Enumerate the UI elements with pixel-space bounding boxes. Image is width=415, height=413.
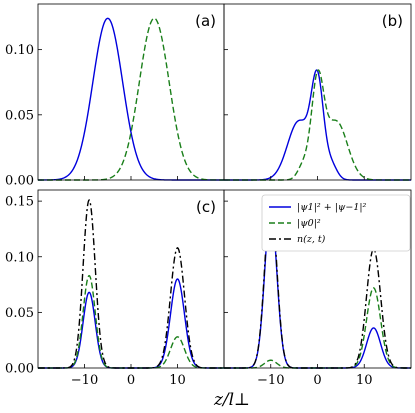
plot-frame [37, 189, 225, 369]
y-tick-label: 0.00 [5, 362, 34, 377]
legend-label-total: n(z, t) [297, 234, 326, 245]
x-axis-title: z/l⊥ [213, 390, 250, 410]
series-line-total [38, 198, 224, 369]
x-tick-label: 0 [313, 373, 321, 388]
x-tick-label: −10 [71, 373, 98, 388]
series-line-psi0 [224, 69, 411, 181]
plot-frame [223, 3, 412, 181]
y-tick-label: 0.00 [5, 174, 34, 189]
x-tick-label: 0 [127, 373, 135, 388]
series-line-spin [38, 278, 224, 369]
series-line-spin [38, 17, 224, 181]
y-tick-label: 0.10 [5, 43, 34, 58]
x-tick-label: 10 [356, 373, 373, 388]
plot-frame [37, 3, 225, 181]
legend-label-spin: |ψ1|² + |ψ−1|² [297, 202, 367, 213]
legend: |ψ1|² + |ψ−1|² |ψ0|² n(z, t) [261, 194, 411, 252]
y-tick-label: 0.05 [5, 306, 34, 321]
panel-label-b: (b) [382, 12, 403, 30]
panel-a: 0.00 0.05 0.10 (a) [5, 3, 225, 189]
series-line-psi0 [38, 17, 224, 181]
x-tick-label: −10 [257, 373, 284, 388]
panel-b: (b) [223, 3, 412, 181]
panel-c: 0.00 0.05 0.10 0.15 −10 0 10 (c) [5, 189, 225, 388]
panel-label-c: (c) [196, 198, 216, 216]
panels-group: 0.00 0.05 0.10 (a) (b) 0.00 0.05 0.10 0.15 −10 0 10… [5, 3, 412, 388]
y-tick-label: 0.05 [5, 108, 34, 123]
legend-box [261, 194, 411, 252]
panel-label-a: (a) [195, 12, 216, 30]
series-line-spin [224, 69, 411, 181]
series-line-psi0 [38, 274, 224, 369]
legend-label-psi0: |ψ0|² [297, 218, 321, 229]
series-line-psi0 [224, 287, 411, 369]
y-tick-label: 0.10 [5, 250, 34, 265]
x-tick-label: 10 [169, 373, 186, 388]
y-tick-label: 0.15 [5, 195, 34, 210]
